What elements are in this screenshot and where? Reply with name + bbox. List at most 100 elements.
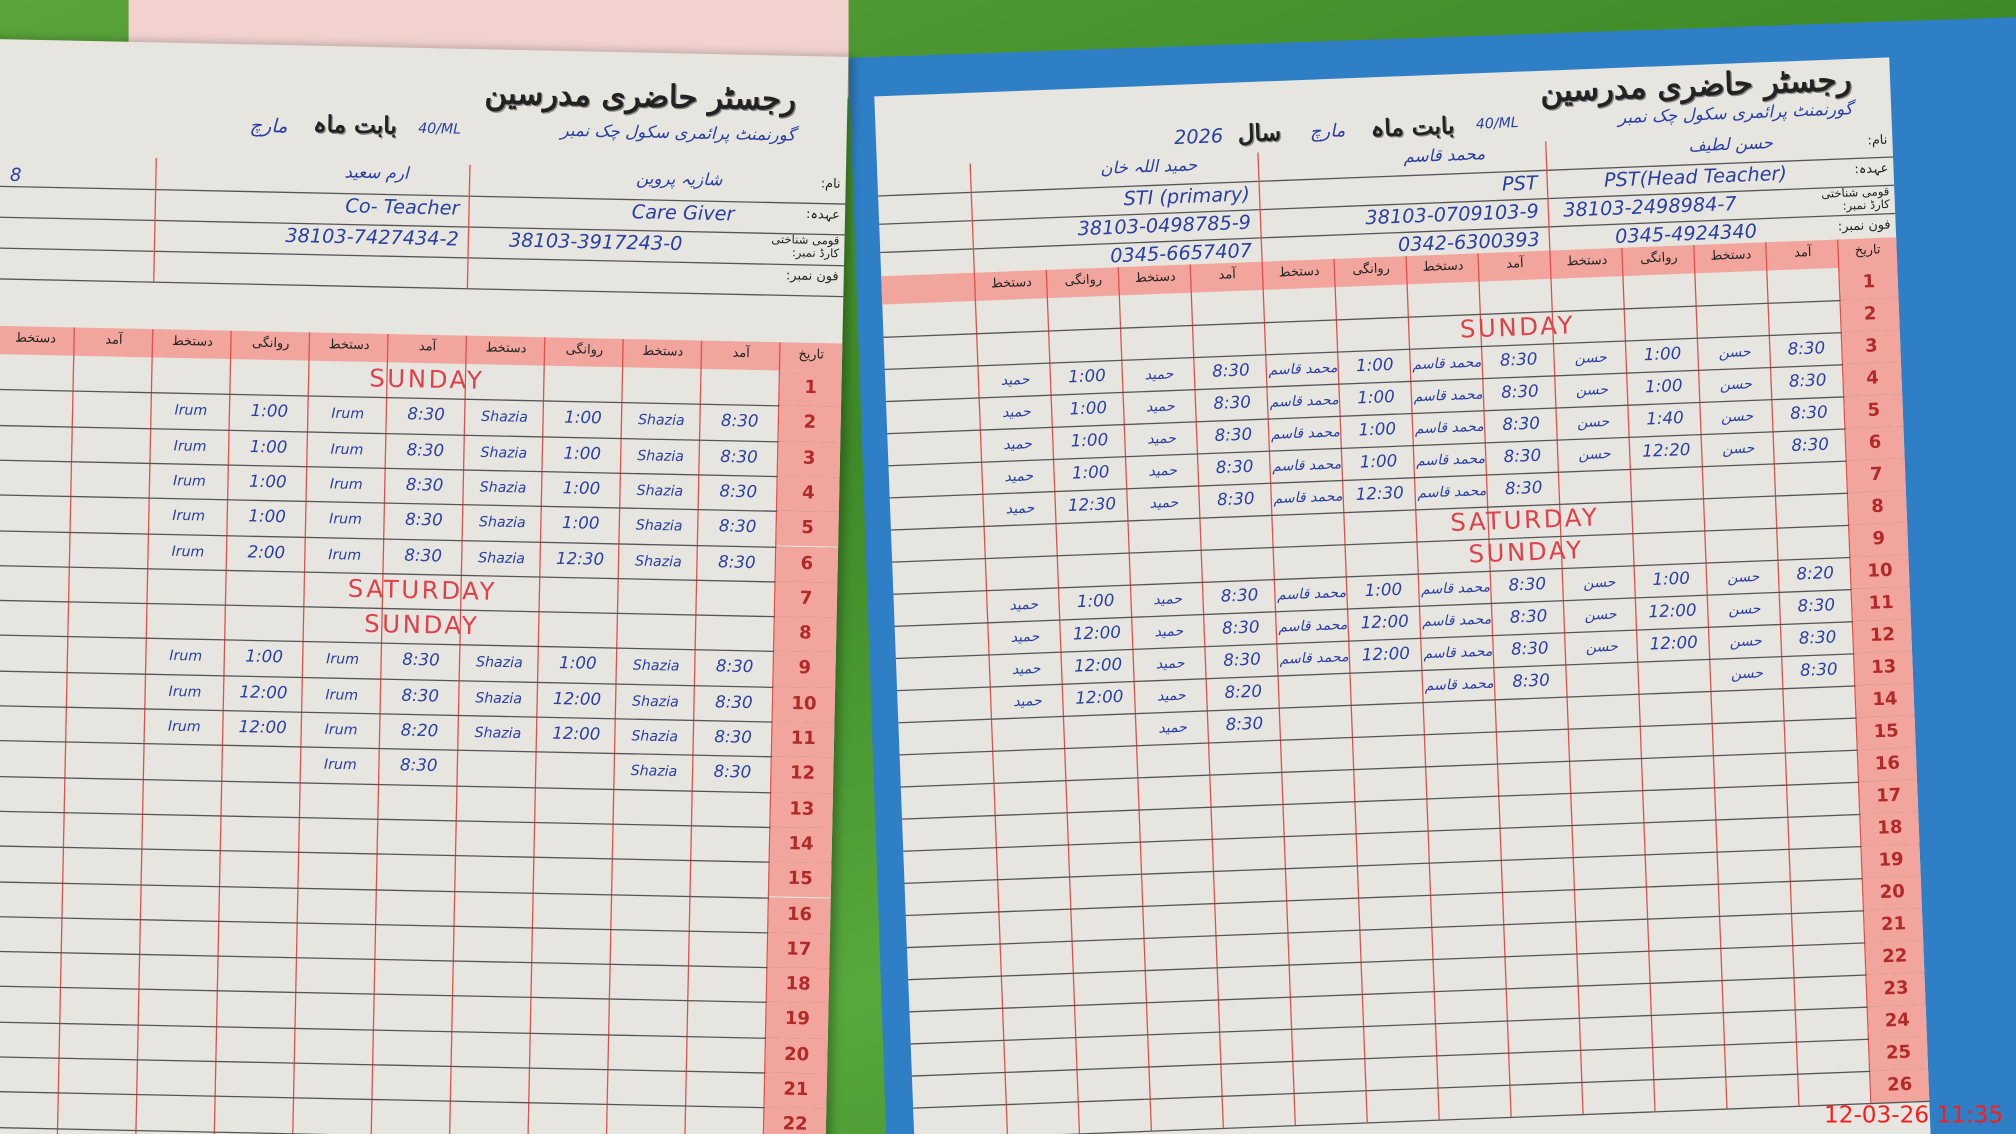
time-cell: 12:00 — [1361, 644, 1411, 666]
signature-cell: حمید — [1149, 493, 1179, 512]
year-label: سال — [1237, 119, 1282, 149]
date-cell: 14 — [769, 826, 833, 864]
signature-cell: محمد قاسم — [1271, 455, 1342, 475]
time-cell: 8:30 — [1798, 628, 1837, 649]
time-cell: 1:00 — [248, 472, 287, 493]
signature-cell: حمید — [1000, 370, 1030, 389]
time-cell: 8:30 — [715, 657, 754, 678]
month-label: بابت ماہ — [1370, 112, 1455, 143]
date-cell: 2 — [1840, 297, 1900, 333]
signature-cell: حمید — [1010, 627, 1040, 646]
column-signature: دستخط — [171, 334, 213, 350]
signature-cell: Irum — [169, 647, 203, 665]
time-cell: 12:00 — [239, 682, 288, 704]
time-cell: 12:00 — [552, 724, 601, 745]
signature-cell: Irum — [329, 475, 363, 493]
date-cell: 3 — [777, 440, 841, 478]
signature-cell: حمید — [1001, 403, 1031, 421]
signature-cell: حمید — [1144, 365, 1174, 384]
signature-cell: Shazia — [635, 516, 683, 535]
column-departure: روانگی — [251, 336, 290, 352]
time-cell: 8:30 — [404, 510, 443, 531]
time-cell: 1:00 — [1644, 376, 1683, 398]
column-signature: دستخط — [1422, 259, 1464, 275]
signature-cell: Irum — [173, 437, 207, 455]
signature-cell: حسن — [1575, 380, 1609, 399]
signature-cell: حسن — [1582, 573, 1616, 592]
time-cell: 8:30 — [1502, 414, 1541, 436]
signature-cell: حمید — [1154, 622, 1184, 641]
year-value: 2026 — [1173, 124, 1224, 150]
signature-cell: محمد قاسم — [1411, 353, 1482, 373]
left-page: رجسٹر حاضری مدرسین گورنمنٹ پرائمری سکول … — [0, 38, 849, 1134]
time-cell: 8:20 — [400, 721, 439, 742]
date-cell: 25 — [1869, 1036, 1929, 1071]
time-cell: 2:00 — [247, 542, 286, 563]
right-page: رجسٹر حاضری مدرسین گورنمنٹ پرائمری سکول … — [874, 57, 1932, 1134]
time-cell: 12:00 — [552, 689, 602, 710]
time-cell: 8:30 — [1215, 457, 1254, 479]
time-cell: 12:30 — [1355, 483, 1405, 506]
column-arrival: آمد — [1218, 267, 1237, 283]
teacher-designation: Care Giver — [631, 200, 735, 226]
time-cell: 8:30 — [1213, 393, 1252, 415]
date-cell: 18 — [766, 967, 830, 1004]
time-cell: 12:00 — [1648, 601, 1697, 623]
row-rule — [900, 747, 1916, 788]
column-signature: دستخط — [642, 344, 684, 360]
time-cell: 8:30 — [1500, 382, 1540, 403]
time-cell: 8:20 — [1224, 682, 1263, 704]
signature-cell: Irum — [168, 682, 202, 701]
label-designation: عہدہ: — [805, 207, 841, 223]
column-departure: روانگی — [1352, 261, 1391, 278]
column-signature: دستخط — [1566, 253, 1608, 270]
time-cell: 8:30 — [718, 517, 757, 538]
signature-cell: حسن — [1576, 413, 1610, 431]
signature-cell: Shazia — [480, 443, 528, 462]
signature-cell: محمد قاسم — [1424, 674, 1495, 695]
time-cell: 8:30 — [1791, 435, 1830, 457]
time-cell: 8:30 — [1789, 403, 1829, 425]
time-cell: 8:30 — [719, 482, 758, 503]
time-cell: 12:00 — [238, 717, 287, 739]
row-rule — [0, 950, 830, 970]
date-cell: 10 — [772, 686, 836, 723]
signature-cell: Shazia — [636, 481, 684, 500]
date-cell: 8 — [774, 616, 837, 653]
time-cell: 8:30 — [407, 405, 446, 426]
time-cell: 1:00 — [248, 507, 287, 528]
signature-cell: حسن — [1726, 568, 1760, 587]
signature-cell: محمد قاسم — [1423, 642, 1493, 663]
time-cell: 8:30 — [1220, 586, 1259, 607]
signature-cell: Shazia — [630, 762, 678, 781]
time-cell: 8:30 — [1216, 489, 1256, 511]
teacher-designation: STI (primary) — [1123, 182, 1251, 211]
signature-cell: حسن — [1574, 348, 1608, 367]
time-cell: 8:30 — [401, 686, 440, 707]
date-cell: 11 — [771, 721, 835, 758]
signature-cell: Shazia — [631, 692, 679, 711]
row-rule — [0, 914, 831, 935]
time-cell: 1:00 — [1643, 344, 1682, 366]
teacher-cnic: 38103-0498785-9 — [1077, 210, 1252, 241]
date-cell: 2 — [778, 405, 842, 442]
row-rule — [0, 985, 829, 1005]
label-designation: عہدہ: — [1854, 161, 1889, 178]
time-cell: 1:00 — [245, 647, 284, 668]
row-rule — [0, 1125, 826, 1134]
time-cell: 8:30 — [1510, 639, 1549, 660]
teacher-name: حمید اللہ خان — [1099, 156, 1198, 180]
date-cell: 14 — [1855, 683, 1915, 718]
time-cell: 1:00 — [562, 478, 601, 500]
date-cell: 11 — [1851, 586, 1911, 622]
row-rule — [904, 843, 1920, 884]
signature-cell: محمد قاسم — [1416, 482, 1487, 502]
row-rule — [914, 1100, 1930, 1134]
time-cell: 8:30 — [402, 651, 440, 672]
time-cell: 12:30 — [555, 549, 605, 570]
date-cell: 7 — [774, 581, 838, 618]
signature-cell: حسن — [1584, 605, 1617, 624]
signature-cell: Irum — [328, 545, 362, 563]
row-rule — [910, 1004, 1926, 1045]
signature-cell: Shazia — [631, 727, 679, 746]
